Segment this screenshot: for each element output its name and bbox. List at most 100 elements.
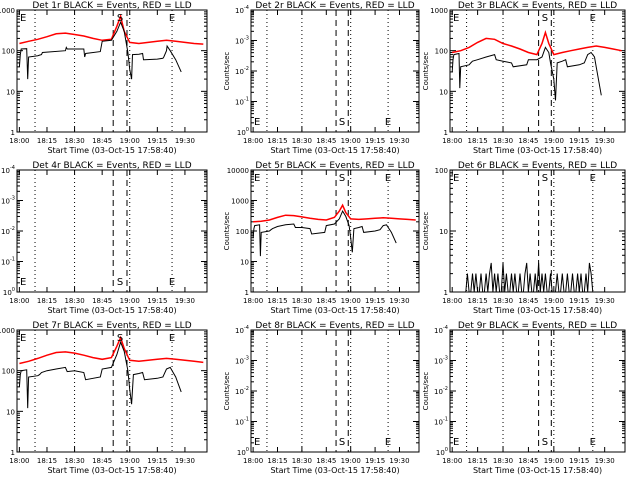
lld-series-line <box>19 335 204 365</box>
plot-frame <box>16 9 208 133</box>
y-axis-label: Counts/sec <box>223 212 231 251</box>
x-tick-label: 18:30 <box>64 457 84 465</box>
x-tick-label: 19:15 <box>147 297 167 305</box>
y-tick-label: 10 <box>6 88 15 96</box>
start-e-marker: E <box>254 173 260 184</box>
chart-panel-6: Det 6r BLACK = Events, RED = LLD Counts/s… <box>422 161 626 315</box>
x-tick-label: 18:15 <box>267 297 287 305</box>
x-tick-label: 18:30 <box>493 137 513 145</box>
x-tick-label: 18:15 <box>37 457 57 465</box>
plot-frame <box>250 169 420 293</box>
s-marker: S <box>339 437 345 448</box>
y-axis-label: Counts/sec <box>223 372 231 411</box>
x-tick-label: 19:30 <box>175 137 195 145</box>
x-tick-label: 18:00 <box>243 457 263 465</box>
end-e-marker: E <box>169 277 175 288</box>
x-tick-label: 18:15 <box>468 457 488 465</box>
end-e-marker: E <box>385 117 391 128</box>
x-tick-label: 18:45 <box>316 457 336 465</box>
end-e-marker: E <box>590 13 596 24</box>
x-tick-label: 18:15 <box>468 137 488 145</box>
chart-panel-5: Det 5r BLACK = Events, RED = LLD Counts/s… <box>223 161 420 315</box>
x-tick-label: 18:45 <box>316 137 336 145</box>
y-tick-label: 100 <box>2 368 15 376</box>
x-tick-label: 18:45 <box>92 137 112 145</box>
x-axis-start-time: (03-Oct-15 17:58:40) <box>92 466 177 475</box>
x-axis-start-time: (03-Oct-15 17:58:40) <box>517 466 602 475</box>
y-tick-label: 100 <box>435 167 448 175</box>
s-marker: S <box>117 13 123 24</box>
x-axis-label: Start Time (03-Oct-15 17:58:40) <box>47 306 176 315</box>
x-axis-label: Start Time (03-Oct-15 17:58:40) <box>270 306 399 315</box>
chart-title: Det 8r BLACK = Events, RED = LLD <box>255 321 414 331</box>
x-axis-label-prefix: Start Time <box>47 146 89 155</box>
plot-frame <box>16 169 208 293</box>
x-tick-label: 18:45 <box>518 297 538 305</box>
x-tick-label: 18:00 <box>9 457 29 465</box>
y-tick-label: 100 <box>236 228 249 236</box>
x-tick-label: 19:15 <box>569 297 589 305</box>
x-tick-label: 19:00 <box>544 297 564 305</box>
chart-title: Det 7r BLACK = Events, RED = LLD <box>32 321 191 331</box>
start-e-marker: E <box>20 333 26 344</box>
x-tick-label: 19:00 <box>341 457 361 465</box>
chart-title: Det 4r BLACK = Events, RED = LLD <box>32 161 191 171</box>
x-tick-label: 19:00 <box>120 137 140 145</box>
x-tick-label: 18:45 <box>92 457 112 465</box>
x-tick-label: 19:15 <box>147 457 167 465</box>
end-e-marker: E <box>590 437 596 448</box>
y-axis-label: Counts/sec <box>422 372 430 411</box>
x-tick-label: 19:15 <box>569 137 589 145</box>
y-tick-label: 10 <box>439 228 448 236</box>
y-tick-label: 10-4 <box>434 325 448 335</box>
chart-title: Det 2r BLACK = Events, RED = LLD <box>255 1 414 11</box>
events-series-line <box>252 210 397 257</box>
x-tick-label: 18:00 <box>442 137 462 145</box>
events-series-line <box>465 262 594 293</box>
y-tick-label: 10-1 <box>434 417 448 427</box>
lld-series-line <box>253 203 416 223</box>
y-axis-label: Counts/sec <box>422 52 430 91</box>
end-e-marker: E <box>169 13 175 24</box>
chart-panel-1: Det 1r BLACK = Events, RED = LLDCounts/s… <box>0 1 208 155</box>
y-tick-label: 10-4 <box>1 165 15 175</box>
y-tick-label: 10-4 <box>235 5 249 15</box>
y-tick-label: 1000 <box>0 327 15 335</box>
s-marker: S <box>339 173 345 184</box>
y-tick-label: 10-1 <box>1 257 15 267</box>
x-tick-label: 18:15 <box>468 297 488 305</box>
start-e-marker: E <box>453 437 459 448</box>
y-tick-label: 1 <box>444 129 448 137</box>
x-axis-start-time: (03-Oct-15 17:58:40) <box>315 146 400 155</box>
x-axis-label: Start Time (03-Oct-15 17:58:40) <box>270 146 399 155</box>
start-e-marker: E <box>254 117 260 128</box>
chart-title: Det 1r BLACK = Events, RED = LLD <box>32 1 191 11</box>
x-axis-label-prefix: Start Time <box>270 466 312 475</box>
x-tick-label: 19:00 <box>544 137 564 145</box>
x-tick-label: 18:00 <box>442 297 462 305</box>
x-tick-label: 19:15 <box>365 297 385 305</box>
chart-panel-9: Det 9r BLACK = Events, RED = LLD Counts/s… <box>422 321 626 475</box>
y-tick-label: 10-4 <box>235 325 249 335</box>
x-axis-label: Start Time (03-Oct-15 17:58:40) <box>47 466 176 475</box>
end-e-marker: E <box>385 173 391 184</box>
x-tick-label: 19:30 <box>595 457 615 465</box>
x-tick-label: 19:15 <box>365 457 385 465</box>
y-tick-label: 10-2 <box>235 386 249 396</box>
y-tick-label: 100 <box>436 447 448 457</box>
x-tick-label: 18:30 <box>64 297 84 305</box>
s-marker: S <box>542 437 548 448</box>
end-e-marker: E <box>590 173 596 184</box>
y-tick-label: 1 <box>11 449 15 457</box>
x-tick-label: 18:15 <box>37 297 57 305</box>
x-axis-label: Start Time (03-Oct-15 17:58:40) <box>473 146 602 155</box>
plot-frame <box>449 329 626 453</box>
y-tick-label: 10 <box>6 408 15 416</box>
start-e-marker: E <box>453 13 459 24</box>
x-axis-start-time: (03-Oct-15 17:58:40) <box>517 306 602 315</box>
y-tick-label: 100 <box>3 287 15 297</box>
s-marker: S <box>117 333 123 344</box>
start-e-marker: E <box>20 13 26 24</box>
plot-frame <box>16 329 208 453</box>
